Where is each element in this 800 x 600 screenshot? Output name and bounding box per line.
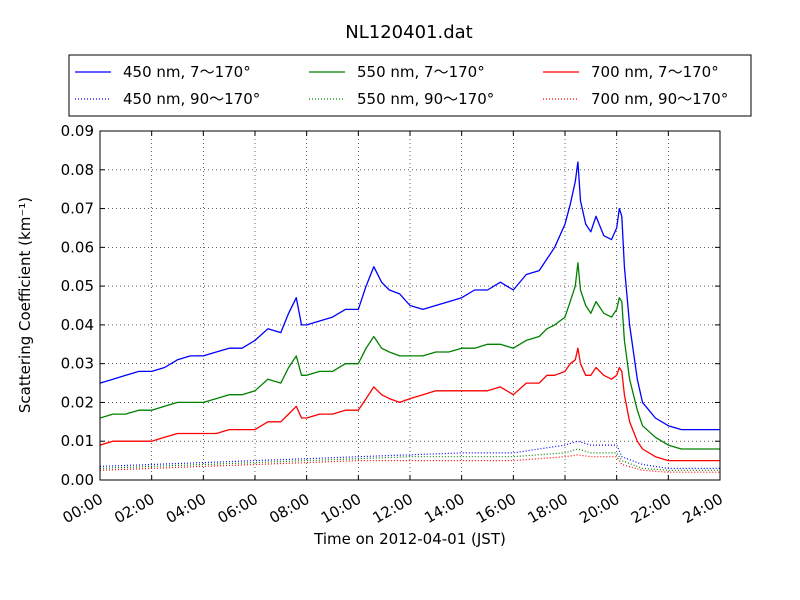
y-tick-label: 0.02 [61,393,94,411]
x-tick-label: 06:00 [215,490,261,527]
x-tick-label: 12:00 [370,490,416,527]
y-axis-label: Scattering Coefficient (km⁻¹) [16,197,34,413]
x-tick-label: 22:00 [628,490,674,527]
x-tick-label: 20:00 [576,490,622,527]
series-layer [100,161,720,473]
legend-label: 550 nm, 90～170° [357,90,494,108]
y-tick-label: 0.06 [61,238,94,256]
x-tick-label: 24:00 [680,490,726,527]
ticks [99,130,721,481]
x-tick-label: 00:00 [60,490,106,527]
series-line-4 [100,347,720,462]
series-line-2 [100,262,720,450]
x-tick-label: 18:00 [525,490,571,527]
series-line-5 [100,454,720,473]
y-tick-label: 0.09 [61,122,94,140]
y-tick-label: 0.03 [61,355,94,373]
x-axis-label: Time on 2012-04-01 (JST) [313,530,506,548]
chart-title: NL120401.dat [345,22,472,43]
x-tick-label: 10:00 [318,490,364,527]
legend-label: 700 nm, 90～170° [591,90,728,108]
x-tick-label: 16:00 [473,490,519,527]
y-tick-label: 0.08 [61,161,94,179]
x-tick-label: 04:00 [163,490,209,527]
legend: 450 nm, 7～170° 450 nm, 90～170° 550 nm, 7～1… [75,63,728,108]
series-line-0 [100,161,720,431]
legend-label: 550 nm, 7～170° [357,63,485,81]
x-tick-label: 08:00 [266,490,312,527]
x-tick-label: 14:00 [421,490,467,527]
legend-box [68,54,752,117]
grid [100,131,720,480]
legend-label: 450 nm, 7～170° [123,63,251,81]
legend-label: 700 nm, 7～170° [591,63,719,81]
y-tick-label: 0.00 [61,471,94,489]
y-tick-label: 0.04 [61,316,94,334]
y-tick-label: 0.05 [61,277,94,295]
y-tick-label: 0.01 [61,432,94,450]
x-tick-label: 02:00 [111,490,157,527]
legend-label: 450 nm, 90～170° [123,90,260,108]
y-tick-label: 0.07 [61,200,94,218]
